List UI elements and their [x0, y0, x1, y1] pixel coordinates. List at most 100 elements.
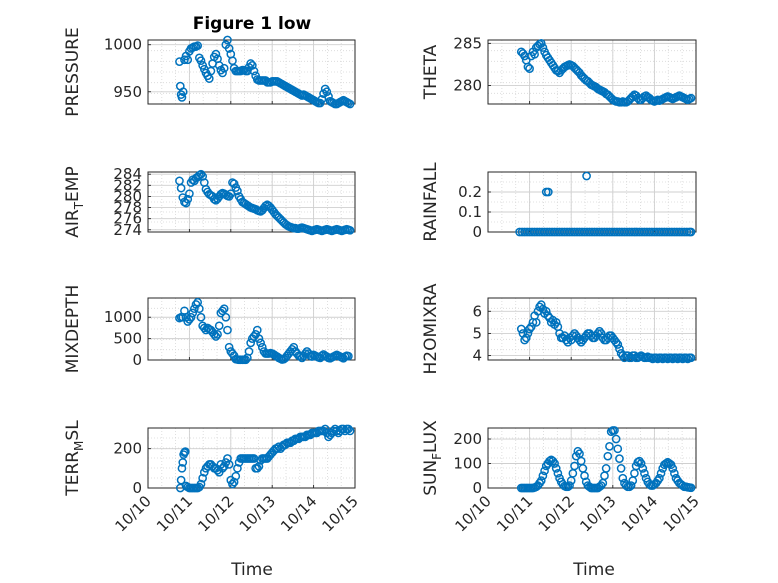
- data-point: [188, 308, 198, 318]
- data-point: [538, 43, 548, 52]
- data-point: [175, 57, 184, 66]
- data-point: [523, 329, 533, 338]
- y-tick-label: 0: [132, 479, 142, 497]
- data-point: [611, 434, 621, 444]
- axes-box: [487, 297, 697, 361]
- data-point: [185, 189, 194, 199]
- data-point: [194, 304, 204, 314]
- x-axis-label-right: Time: [572, 560, 615, 580]
- data-point: [686, 353, 696, 363]
- data-point: [231, 471, 241, 481]
- data-point: [543, 311, 553, 321]
- data-point: [252, 463, 262, 473]
- y-tick-label: 280: [113, 187, 142, 205]
- data-point: [249, 66, 259, 76]
- data-point: [244, 347, 254, 356]
- axes-box: [487, 39, 697, 105]
- x-tick-label: 10/14: [618, 492, 661, 535]
- y-tick-label: 1000: [104, 308, 142, 326]
- data-point: [213, 329, 222, 339]
- data-point: [661, 459, 671, 468]
- y-tick-label: 278: [113, 199, 142, 217]
- data-point: [536, 39, 546, 48]
- x-axis-label-left: Time: [230, 560, 273, 580]
- y-axis-label-3: RAINFALL: [421, 162, 441, 242]
- data-point: [344, 424, 353, 434]
- data-point: [616, 464, 626, 473]
- subplot-rainfall: 0 0.1 0.2 RAINFALL: [421, 162, 697, 242]
- plot-area: [488, 428, 696, 488]
- data-point: [252, 325, 262, 335]
- data-point: [186, 312, 196, 322]
- plot-area: [148, 172, 355, 232]
- data-point: [538, 471, 548, 481]
- data-point: [272, 444, 282, 454]
- y-tick-label: 200: [453, 430, 482, 448]
- data-point: [233, 186, 242, 196]
- y-tick-label: 282: [113, 176, 142, 194]
- data-point: [610, 426, 619, 435]
- subplot-terr_msl: 0 200 TERRMSL 10/1010/1110/1210/1310/1410/1…: [63, 420, 362, 536]
- x-tick-label: 10/13: [576, 492, 619, 535]
- axes-box: [147, 427, 356, 489]
- data-point: [233, 463, 242, 473]
- series-air_temp: [175, 169, 355, 236]
- data-point: [595, 326, 604, 336]
- y-tick-label: 1000: [104, 36, 142, 54]
- data-point: [516, 324, 526, 334]
- data-point: [593, 329, 603, 338]
- data-point: [322, 87, 332, 97]
- data-point: [670, 468, 679, 478]
- x-tick-label: 10/14: [277, 492, 320, 535]
- data-point: [246, 59, 256, 68]
- series-theta: [516, 39, 696, 107]
- data-point: [219, 304, 229, 314]
- data-point: [655, 473, 664, 483]
- data-point: [570, 461, 579, 471]
- axes-box: [147, 39, 356, 105]
- subplot-h2omixra: 4 5 6 H2OMIXRA: [421, 283, 697, 375]
- y-axis-label-7: SUNFLUX: [421, 420, 444, 496]
- y-tick-label: 4: [472, 347, 482, 365]
- data-point: [211, 332, 221, 341]
- data-point: [611, 337, 621, 347]
- data-point: [668, 464, 678, 473]
- data-point: [560, 331, 569, 340]
- data-point: [211, 49, 221, 59]
- data-point: [575, 335, 584, 345]
- y-tick-label: 6: [472, 302, 482, 320]
- y-tick-label: 0.2: [458, 183, 482, 201]
- data-point: [521, 333, 531, 343]
- x-tick-label: 10/12: [194, 492, 237, 535]
- y-tick-label: 276: [113, 210, 142, 228]
- data-point: [183, 55, 193, 65]
- data-point: [176, 183, 186, 193]
- data-point: [551, 464, 561, 473]
- data-point: [221, 312, 231, 322]
- data-point: [636, 459, 646, 468]
- x-tick-label: 10/10: [112, 492, 155, 535]
- data-point: [229, 477, 239, 487]
- data-point: [177, 93, 187, 102]
- y-axis-label-0: PRESSURE: [63, 27, 83, 116]
- data-point: [626, 481, 636, 490]
- data-point: [551, 318, 561, 327]
- plot-area: [488, 172, 696, 232]
- data-point: [241, 355, 251, 365]
- y-tick-label: 950: [113, 83, 142, 101]
- data-point: [686, 483, 696, 493]
- data-point: [686, 93, 696, 103]
- data-point: [613, 444, 623, 454]
- y-tick-label: 200: [113, 440, 142, 458]
- data-point: [543, 187, 553, 197]
- x-tick-label: 10/15: [319, 492, 362, 535]
- x-tick-label: 10/11: [153, 492, 196, 535]
- data-point: [254, 334, 264, 343]
- figure-title: Figure 1 low: [193, 14, 312, 34]
- data-point: [177, 463, 187, 473]
- data-point: [526, 322, 536, 332]
- y-tick-label: 280: [453, 76, 482, 94]
- data-point: [601, 464, 611, 473]
- data-point: [214, 321, 224, 331]
